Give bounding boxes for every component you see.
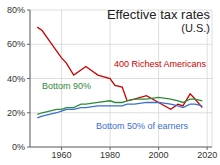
html-text:Bottom 50% of earners: Bottom 50% of earners — [96, 121, 189, 131]
html-text:Effective tax rates: Effective tax rates — [106, 7, 210, 22]
svg-text:20%: 20% — [8, 108, 25, 118]
html-text:(U.S.): (U.S.) — [181, 22, 210, 35]
svg-text:1960: 1960 — [52, 150, 72, 160]
svg-text:2000: 2000 — [149, 150, 169, 160]
svg-text:60%: 60% — [8, 39, 25, 49]
svg-text:1980: 1980 — [100, 150, 120, 160]
html-text:400 Richest Americans: 400 Richest Americans — [114, 59, 206, 69]
svg-text:80%: 80% — [8, 5, 25, 15]
svg-text:0%: 0% — [12, 142, 25, 152]
svg-text:40%: 40% — [8, 74, 25, 84]
svg-text:2020: 2020 — [197, 150, 212, 160]
html-text:Bottom 90%: Bottom 90% — [42, 81, 91, 91]
